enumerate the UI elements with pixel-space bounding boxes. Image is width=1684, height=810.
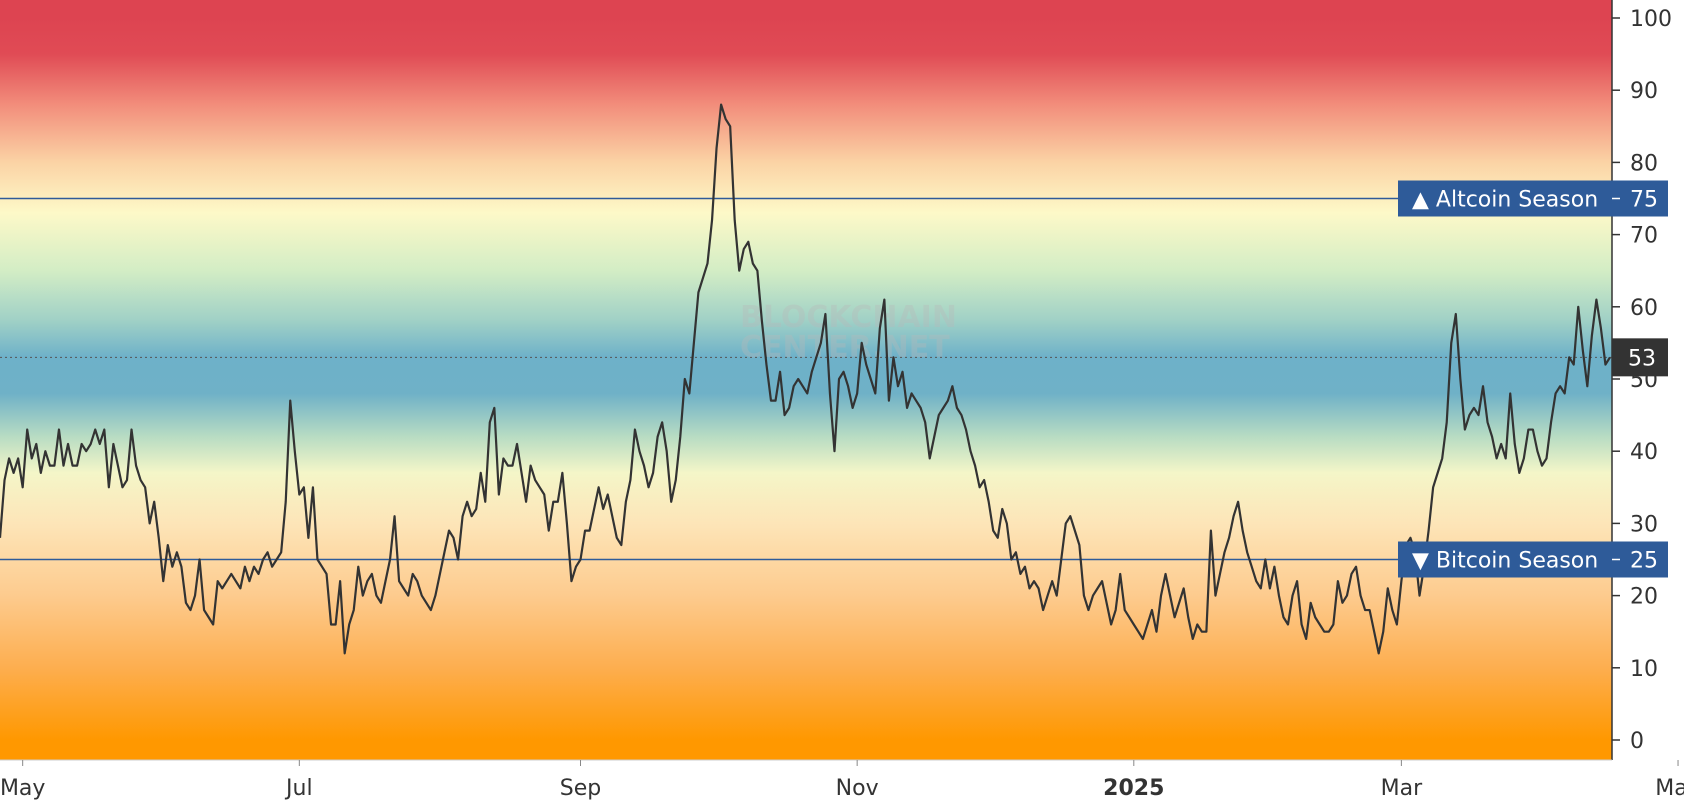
y-tick-label: 40 — [1630, 440, 1658, 465]
y-tick-label: 80 — [1630, 151, 1658, 176]
series-points — [0, 104, 1611, 654]
season-badge: ▼ Bitcoin Season 25 — [1398, 541, 1668, 578]
x-tick-label: Mar — [1381, 776, 1423, 801]
y-tick-label: 90 — [1630, 79, 1658, 104]
season-badge-bg — [1398, 180, 1668, 217]
x-tick-label: Nov — [836, 776, 879, 801]
y-tick-label: 0 — [1630, 729, 1644, 754]
current-value-badge: 53 — [1612, 338, 1668, 377]
x-tick-label: Jul — [284, 776, 313, 801]
x-tick-label: Sep — [560, 776, 601, 801]
season-badge-bg — [1398, 541, 1668, 578]
y-tick-label: 60 — [1630, 296, 1658, 321]
y-tick-label: 10 — [1630, 657, 1658, 682]
y-tick-label: 20 — [1630, 585, 1658, 610]
season-badge-label: ▲ Altcoin Season — [1412, 188, 1598, 213]
reference-lines — [0, 197, 1612, 561]
reference-badges: ▲ Altcoin Season 75 ▼ Bitcoin Season 25 — [1398, 180, 1668, 578]
season-badge-label: ▼ Bitcoin Season — [1412, 549, 1598, 574]
x-tick-label: 2025 — [1103, 776, 1164, 801]
x-tick-label: May — [1655, 776, 1684, 801]
season-badge: ▲ Altcoin Season 75 — [1398, 180, 1668, 217]
x-tick-label: May — [0, 776, 45, 801]
series-line — [0, 103, 1611, 655]
watermark-text: BLOCKCHAIN — [740, 300, 957, 335]
watermark-text: CENTER.NET — [740, 330, 950, 365]
current-value-label: 53 — [1628, 346, 1656, 371]
season-badge-value: 25 — [1630, 549, 1658, 574]
y-tick-label: 30 — [1630, 512, 1658, 537]
current-value-badge-bg — [1612, 338, 1668, 377]
x-axis-ticks: MayJulSepNov2025MarMayJul16 — [0, 760, 1684, 801]
y-tick-label: 100 — [1630, 7, 1672, 32]
season-badge-value: 75 — [1630, 188, 1658, 213]
y-tick-label: 70 — [1630, 224, 1658, 249]
plot-background — [0, 0, 1612, 760]
